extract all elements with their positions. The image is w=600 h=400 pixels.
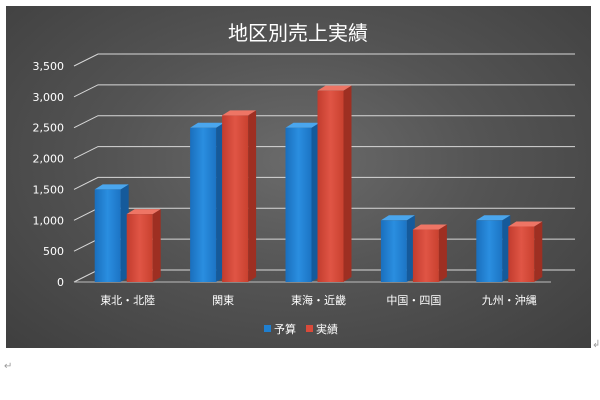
gridline [73,115,575,129]
legend-label: 実績 [316,322,338,336]
x-tick-label: 中国・四国 [386,294,441,307]
legend-label: 予算 [274,322,296,336]
bar-budget[interactable] [94,184,129,282]
legend-item-actual[interactable]: 実績 [306,322,338,336]
y-tick-label: 1,000 [33,214,65,227]
legend[interactable]: 予算 実績 [264,322,338,336]
bar-actual[interactable] [412,224,447,282]
gridlines [73,53,575,283]
chart-title: 地区別売上実績 [228,21,368,45]
y-tick-label: 3,000 [33,91,65,104]
x-axis: 東北・北陸 関東 東海・近畿 中国・四国 九州・沖縄 [100,293,537,307]
bar-budget[interactable] [285,122,320,282]
gridline [73,84,575,98]
legend-item-budget[interactable]: 予算 [264,322,296,336]
legend-swatch [306,325,313,332]
chart-area[interactable]: 地区別売上実績 0 500 1,000 1,500 2,000 2,500 3,000 3,5… [6,6,591,348]
paragraph-mark: ↵ [4,361,13,372]
x-tick-label: 関東 [212,294,234,307]
bars [94,85,543,282]
y-tick-label: 1,500 [33,183,65,196]
y-tick-label: 500 [43,245,64,258]
gridline [73,53,575,67]
gridline [73,146,575,160]
bar-actual[interactable] [317,85,352,282]
y-tick-label: 2,500 [33,122,65,135]
x-tick-label: 東海・近畿 [291,293,346,307]
bar-actual[interactable] [222,110,257,282]
bar-actual[interactable] [508,221,543,282]
bar-actual[interactable] [126,209,161,282]
y-axis: 0 500 1,000 1,500 2,000 2,500 3,000 3,500 [33,60,65,289]
gridline [73,176,575,190]
x-tick-label: 東北・北陸 [100,294,155,307]
paragraph-mark: ↲ [592,339,600,350]
y-tick-label: 2,000 [33,153,65,166]
bar-budget[interactable] [380,215,415,282]
bar-budget[interactable] [476,215,511,282]
y-tick-label: 3,500 [33,60,65,73]
legend-swatch [264,325,271,332]
bar-chart: 地区別売上実績 0 500 1,000 1,500 2,000 2,500 3,000 3,5… [33,21,575,336]
x-tick-label: 九州・沖縄 [482,293,537,307]
bar-budget[interactable] [190,122,225,282]
y-tick-label: 0 [57,276,64,289]
